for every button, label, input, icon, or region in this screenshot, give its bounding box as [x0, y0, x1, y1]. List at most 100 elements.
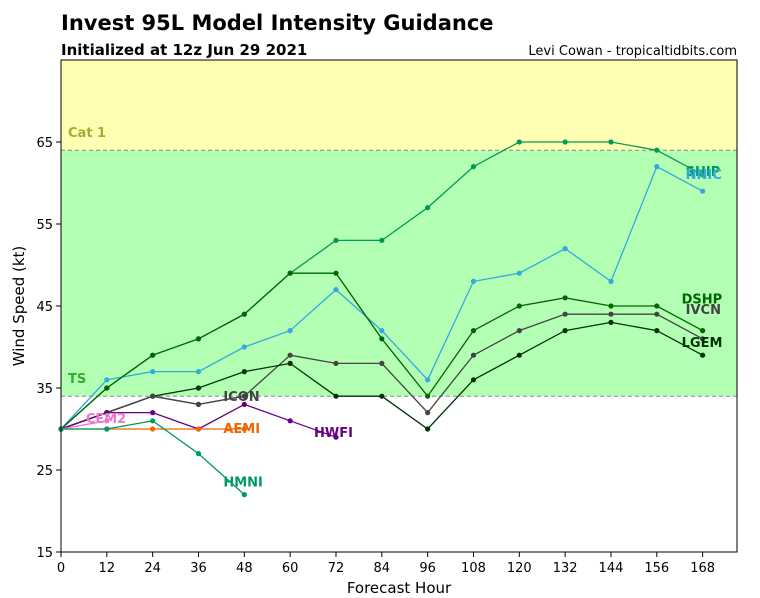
series-label-hwfi: HWFI: [314, 426, 353, 441]
series-label-hmni: HMNI: [223, 476, 263, 491]
series-line-cem2: [60, 420, 107, 430]
chart-subtitle: Initialized at 12z Jun 29 2021: [61, 41, 307, 59]
x-tick-label: 132: [553, 561, 578, 576]
point-ship: [333, 237, 339, 243]
point-lgem: [333, 393, 339, 399]
x-tick-label: 48: [236, 561, 253, 576]
point-ship: [379, 237, 385, 243]
point-dshp: [608, 303, 614, 309]
point-lgem: [654, 328, 660, 334]
point-hmni: [104, 426, 110, 432]
point-icon: [241, 393, 247, 399]
point-ship: [700, 172, 706, 178]
point-aemi: [195, 426, 202, 432]
band-1: [61, 60, 737, 151]
point-aemi: [241, 426, 247, 432]
series-label-icon: ICON: [223, 390, 259, 405]
point-hwfi: [241, 401, 247, 407]
point-ship: [654, 147, 660, 153]
point-hmni: [195, 451, 202, 457]
x-tick-label: 0: [57, 561, 65, 576]
point-dshp: [241, 311, 247, 317]
point-ship: [425, 205, 431, 211]
point-nnic: [516, 270, 522, 276]
point-ivcn: [287, 352, 293, 358]
point-hwfi: [150, 410, 156, 416]
point-dshp: [195, 336, 202, 342]
point-lgem: [287, 360, 293, 366]
point-dshp: [287, 270, 293, 276]
point-hwfi: [104, 410, 110, 416]
point-lgem: [425, 426, 431, 432]
x-tick-label: 168: [690, 561, 715, 576]
series-label-nnic: NNIC: [686, 168, 722, 183]
x-tick-label: 120: [507, 561, 532, 576]
y-tick-label: 15: [36, 546, 53, 561]
point-dshp: [470, 328, 477, 334]
point-nnic: [562, 246, 568, 252]
band-0: [61, 150, 737, 397]
point-aemi: [150, 426, 156, 432]
series-layer: [58, 139, 706, 498]
point-lgem: [700, 352, 706, 358]
point-lgem: [379, 393, 385, 399]
x-axis-label: Forecast Hour: [347, 579, 452, 597]
x-axis: 0 12 24 36 48 60 72 84 96 108 120 132 144 156 168: [57, 552, 715, 576]
point-hmni: [241, 492, 247, 498]
point-icon: [150, 393, 156, 399]
point-nnic: [379, 328, 385, 334]
point-dshp: [150, 352, 156, 358]
point-nnic: [470, 278, 477, 284]
series-label-lgem: LGEM: [682, 336, 723, 351]
series-line-hmni: [61, 420, 245, 496]
x-tick-label: 156: [644, 561, 669, 576]
point-ship: [470, 164, 477, 170]
point-dshp: [700, 328, 706, 334]
x-tick-label: 72: [328, 561, 345, 576]
point-hwfi: [287, 418, 293, 424]
point-dshp: [654, 303, 660, 309]
point-ship: [608, 139, 614, 145]
point-dshp: [104, 385, 110, 391]
point-ivcn: [654, 311, 660, 317]
point-nnic: [241, 344, 247, 350]
series-label-ship: SHIP: [686, 165, 721, 180]
point-nnic: [195, 369, 202, 375]
point-ivcn: [379, 360, 385, 366]
point-nnic: [608, 278, 614, 284]
point-ivcn: [608, 311, 614, 317]
y-tick-label: 55: [36, 218, 53, 233]
point-hmni: [150, 418, 156, 424]
point-nnic: [425, 377, 431, 383]
point-ivcn: [700, 336, 706, 342]
chart-title: Invest 95L Model Intensity Guidance: [61, 11, 494, 35]
band-label-0: TS: [68, 372, 86, 387]
bands-layer: TS Cat 1: [61, 60, 737, 397]
point-dshp: [333, 270, 339, 276]
point-icon: [195, 401, 202, 407]
chart-credit: Levi Cowan - tropicaltidbits.com: [528, 44, 737, 59]
x-tick-label: 84: [374, 561, 391, 576]
point-ivcn: [516, 328, 522, 334]
x-tick-label: 60: [282, 561, 299, 576]
point-dshp: [562, 295, 568, 301]
point-ship: [516, 139, 522, 145]
x-tick-label: 24: [144, 561, 161, 576]
x-tick-label: 96: [419, 561, 436, 576]
y-tick-label: 35: [36, 382, 53, 397]
point-cem2: [104, 418, 110, 424]
point-ship: [562, 139, 568, 145]
x-tick-label: 36: [190, 561, 207, 576]
point-hwfi: [333, 434, 339, 440]
point-ivcn: [470, 352, 477, 358]
point-dshp: [379, 336, 385, 342]
y-axis-label: Wind Speed (kt): [10, 246, 28, 367]
series-label-ivcn: IVCN: [686, 303, 721, 318]
x-tick-label: 12: [99, 561, 116, 576]
point-lgem: [562, 328, 568, 334]
x-tick-label: 108: [461, 561, 486, 576]
y-tick-label: 25: [36, 464, 53, 479]
point-lgem: [195, 385, 202, 391]
point-nnic: [104, 377, 110, 383]
